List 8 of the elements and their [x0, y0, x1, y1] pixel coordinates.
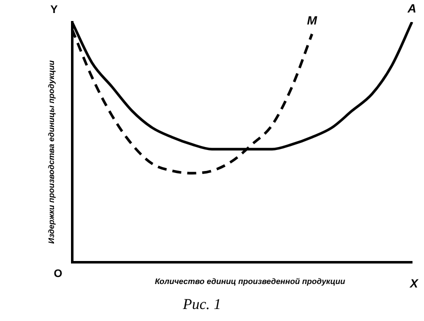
text: O: [54, 268, 63, 280]
series-label: A: [406, 1, 416, 16]
x-axis-title: Количество единиц произведенной продукции: [154, 277, 346, 286]
text: X: [408, 276, 419, 290]
series-label: M: [307, 13, 318, 28]
y-axis-title: Издержки производства единицы продукции: [47, 60, 56, 244]
text: Рис. 1: [182, 296, 222, 313]
text: Y: [50, 4, 58, 16]
